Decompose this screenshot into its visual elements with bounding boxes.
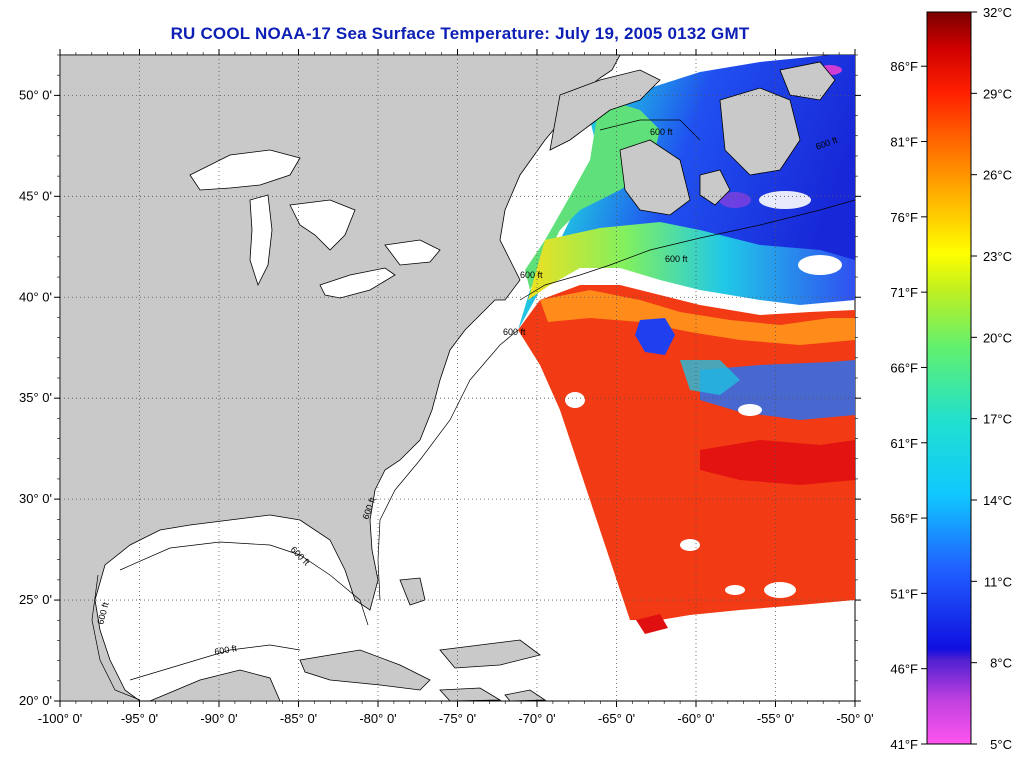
longitude-axis: -100° 0' -95° 0' -90° 0' -85° 0' -80° 0' -75°… bbox=[38, 711, 874, 726]
colorbar-celsius-label: 26°C bbox=[983, 168, 1012, 183]
lon-tick-label: -55° 0' bbox=[757, 711, 794, 726]
colorbar-celsius-label: 32°C bbox=[983, 5, 1012, 20]
lat-tick-label: 25° 0' bbox=[19, 592, 52, 607]
colorbar-fahrenheit-label: 56°F bbox=[890, 511, 918, 526]
colorbar-celsius-label: 5°C bbox=[990, 737, 1012, 752]
colorbar-celsius-label: 11°C bbox=[984, 574, 1012, 589]
isobath-contours bbox=[91, 119, 855, 701]
colorbar-fahrenheit-label: 86°F bbox=[890, 59, 918, 74]
lon-tick-label: -60° 0' bbox=[677, 711, 714, 726]
lon-tick-label: -85° 0' bbox=[280, 711, 317, 726]
lon-tick-label: -65° 0' bbox=[598, 711, 635, 726]
graticule bbox=[54, 49, 861, 707]
colorbar-celsius-label: 20°C bbox=[983, 330, 1012, 345]
colorbar: 32°C 29°C 26°C 23°C 20°C 17°C 14°C 11°C 8°C 5°C 8… bbox=[890, 5, 1012, 752]
colorbar-fahrenheit-label: 51°F bbox=[890, 586, 918, 601]
colorbar-fahrenheit-label: 61°F bbox=[890, 436, 918, 451]
colorbar-fahrenheit-label: 41°F bbox=[890, 737, 918, 752]
lat-tick-label: 45° 0' bbox=[19, 188, 52, 203]
lat-tick-label: 35° 0' bbox=[19, 390, 52, 405]
latitude-axis: 20° 0' 25° 0' 30° 0' 35° 0' 40° 0' 45° 0' 50° … bbox=[19, 87, 52, 708]
lat-tick-label: 50° 0' bbox=[19, 87, 52, 102]
colorbar-fahrenheit-labels: 86°F 81°F 76°F 71°F 66°F 61°F 56°F 51°F 46°F 41°F bbox=[890, 59, 927, 752]
contour-label: 600 ft bbox=[520, 270, 543, 280]
colorbar-celsius-label: 14°C bbox=[983, 493, 1012, 508]
lat-tick-label: 20° 0' bbox=[19, 693, 52, 708]
colorbar-celsius-label: 8°C bbox=[990, 656, 1012, 671]
lon-tick-label: -70° 0' bbox=[518, 711, 555, 726]
lon-tick-label: -90° 0' bbox=[200, 711, 237, 726]
contour-label: 600 ft bbox=[650, 127, 673, 137]
map-title: RU COOL NOAA-17 Sea Surface Temperature:… bbox=[170, 24, 750, 43]
colorbar-fahrenheit-label: 71°F bbox=[890, 285, 918, 300]
great-lakes bbox=[189, 149, 541, 669]
lat-tick-label: 40° 0' bbox=[19, 289, 52, 304]
colorbar-celsius-label: 23°C bbox=[983, 249, 1012, 264]
contour-label: 600 ft bbox=[214, 643, 238, 657]
colorbar-fahrenheit-label: 76°F bbox=[890, 210, 918, 225]
colorbar-celsius-label: 29°C bbox=[983, 86, 1012, 101]
colorbar-fahrenheit-label: 81°F bbox=[890, 135, 918, 150]
colorbar-fahrenheit-label: 46°F bbox=[890, 662, 918, 677]
contour-label: 600 ft bbox=[665, 254, 688, 264]
colorbar-celsius-label: 17°C bbox=[983, 412, 1012, 427]
colorbar-celsius-labels: 32°C 29°C 26°C 23°C 20°C 17°C 14°C 11°C 8°C 5°C bbox=[971, 5, 1012, 752]
lon-tick-label: -100° 0' bbox=[38, 711, 83, 726]
colorbar-fahrenheit-label: 66°F bbox=[890, 360, 918, 375]
lon-tick-label: -95° 0' bbox=[121, 711, 158, 726]
lon-tick-label: -75° 0' bbox=[439, 711, 476, 726]
lat-tick-label: 30° 0' bbox=[19, 491, 52, 506]
lon-tick-label: -80° 0' bbox=[359, 711, 396, 726]
contour-label: 600 ft bbox=[503, 327, 526, 337]
lon-tick-label: -50° 0' bbox=[836, 711, 873, 726]
colorbar-gradient bbox=[926, 11, 972, 745]
